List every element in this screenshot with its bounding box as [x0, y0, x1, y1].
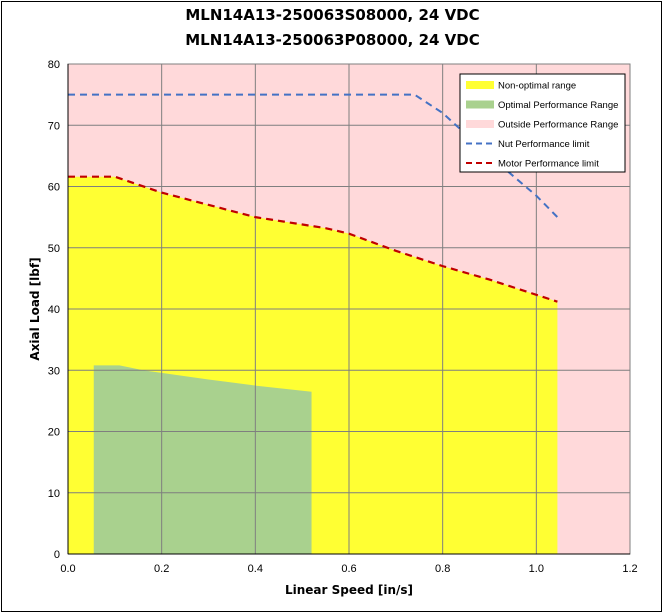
y-tick-label: 0 — [54, 549, 60, 561]
legend-swatch-non-optimal-range — [466, 81, 494, 89]
y-axis-label: Axial Load [lbf] — [28, 257, 42, 360]
y-tick-label: 40 — [48, 304, 60, 316]
legend-label-motor-performance-limit: Motor Performance limit — [498, 159, 599, 170]
y-tick-label: 80 — [48, 59, 60, 71]
y-tick-label: 20 — [48, 427, 60, 439]
chart-title-line-2: MLN14A13-250063P08000, 24 VDC — [185, 31, 480, 49]
x-tick-label: 0.8 — [435, 563, 450, 575]
y-tick-label: 50 — [48, 243, 60, 255]
legend-label-non-optimal-range: Non-optimal range — [498, 81, 576, 92]
y-tick-label: 70 — [48, 120, 60, 132]
y-tick-label: 10 — [48, 488, 60, 500]
x-tick-label: 0.4 — [248, 563, 263, 575]
y-tick-label: 30 — [48, 365, 60, 377]
x-tick-label: 0.6 — [341, 563, 356, 575]
x-tick-label: 1.2 — [622, 563, 637, 575]
chart-title-line-1: MLN14A13-250063S08000, 24 VDC — [185, 6, 480, 24]
legend-swatch-outside-performance-range — [466, 120, 494, 128]
x-tick-label: 0.2 — [154, 563, 169, 575]
legend-label-optimal-performance-range: Optimal Performance Range — [498, 100, 618, 111]
legend: Non-optimal range Optimal Performance Ran… — [459, 73, 626, 173]
legend-label-outside-performance-range: Outside Performance Range — [498, 120, 618, 131]
legend-label-nut-performance-limit: Nut Performance limit — [498, 139, 590, 150]
y-tick-label: 60 — [48, 182, 60, 194]
line-motor-performance-limit — [68, 175, 558, 303]
x-axis-label: Linear Speed [in/s] — [285, 583, 413, 597]
x-tick-label: 0.0 — [60, 563, 75, 575]
x-tick-label: 1.0 — [529, 563, 544, 575]
area-optimal-performance-range — [93, 365, 312, 554]
legend-swatch-optimal-performance-range — [466, 100, 494, 109]
